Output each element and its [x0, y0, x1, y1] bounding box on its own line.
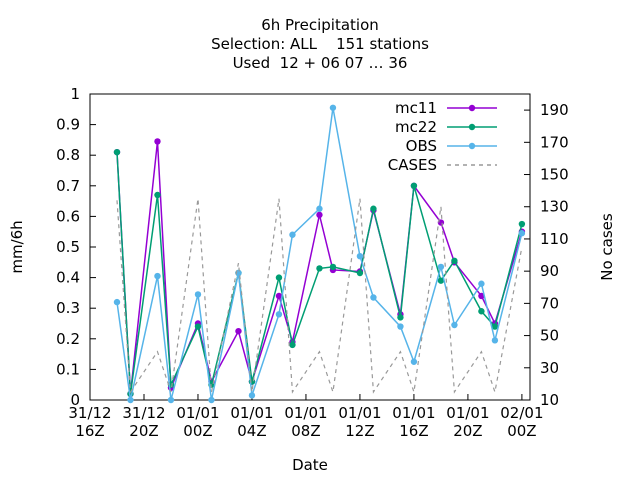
y-tick-label: 0.1 [56, 360, 80, 378]
point [316, 265, 323, 272]
y-tick-label: 0.4 [56, 269, 80, 287]
y2-tick-label: 50 [540, 327, 559, 345]
y2-tick-label: 130 [540, 198, 569, 216]
point [154, 272, 161, 280]
point [289, 231, 296, 238]
x-tick-label: 01/01 08Z [284, 404, 328, 440]
point [451, 257, 458, 264]
x-tick-label: 02/01 00Z [500, 404, 544, 440]
y-tick-label: 0.7 [56, 177, 80, 195]
point [275, 274, 283, 281]
point [194, 323, 202, 330]
y-tick-label: 0 [70, 391, 80, 409]
series-line [116, 107, 523, 401]
point [113, 148, 121, 156]
legend-label: OBS [406, 137, 437, 155]
y-tick-label: 0.2 [56, 330, 80, 348]
point [397, 314, 404, 321]
legend-label: mc11 [395, 99, 437, 117]
point [316, 205, 323, 212]
y-tick-label: 0.9 [56, 116, 80, 134]
y2-tick-label: 170 [540, 133, 569, 151]
point [356, 252, 364, 260]
point [518, 220, 526, 228]
point [451, 321, 458, 329]
point [113, 298, 121, 306]
point [289, 341, 296, 349]
point [437, 277, 445, 284]
point [194, 291, 202, 298]
legend-marker [468, 142, 476, 150]
legend-label: CASES [388, 156, 437, 174]
y2-tick-label: 110 [540, 230, 569, 248]
point [329, 263, 337, 271]
chart-title: 6h Precipitation Selection: ALL 151 stat… [211, 16, 429, 72]
x-tick-label: 31/12 16Z [68, 404, 112, 440]
y2-tick-label: 150 [540, 166, 569, 184]
y-tick-label: 1 [70, 85, 80, 103]
x-tick-label: 01/01 04Z [230, 404, 274, 440]
y2-axis-label: No cases [598, 213, 616, 281]
y-tick-label: 0.8 [56, 146, 80, 164]
point [235, 327, 242, 335]
x-axis-label: Date [292, 456, 328, 474]
series-line [116, 152, 523, 394]
point [316, 211, 323, 219]
y2-tick-label: 70 [540, 294, 559, 312]
y2-tick-label: 90 [540, 262, 559, 280]
y2-tick-label: 190 [540, 101, 569, 119]
point [356, 269, 364, 277]
point [370, 294, 377, 301]
point [167, 396, 175, 404]
point [410, 182, 418, 189]
y-axis-label: mm/6h [8, 220, 26, 273]
y-tick-label: 0.6 [56, 207, 80, 225]
legend-marker [468, 123, 476, 131]
point [478, 308, 485, 315]
point [275, 311, 283, 318]
point [410, 358, 418, 365]
point [329, 104, 337, 111]
point [275, 292, 283, 300]
x-tick-label: 31/12 20Z [122, 404, 166, 440]
point [491, 337, 499, 344]
legend-label: mc22 [395, 118, 437, 136]
point [491, 323, 499, 330]
x-tick-label: 01/01 20Z [446, 404, 490, 440]
x-tick-label: 01/01 00Z [176, 404, 220, 440]
point [370, 205, 377, 212]
point [437, 263, 445, 271]
point [478, 292, 485, 300]
point [478, 280, 485, 287]
x-tick-label: 01/01 16Z [392, 404, 436, 440]
y2-tick-label: 10 [540, 391, 559, 409]
x-tick-label: 01/01 12Z [338, 404, 382, 440]
point [154, 138, 161, 145]
point [127, 396, 134, 404]
point [154, 191, 161, 199]
legend-marker [468, 104, 476, 112]
series-line [116, 198, 523, 395]
point [208, 396, 215, 404]
point [518, 230, 526, 237]
y-tick-label: 0.3 [56, 299, 80, 317]
point [248, 392, 256, 399]
point [397, 323, 404, 330]
y2-tick-label: 30 [540, 359, 559, 377]
y-tick-label: 0.5 [56, 238, 80, 256]
